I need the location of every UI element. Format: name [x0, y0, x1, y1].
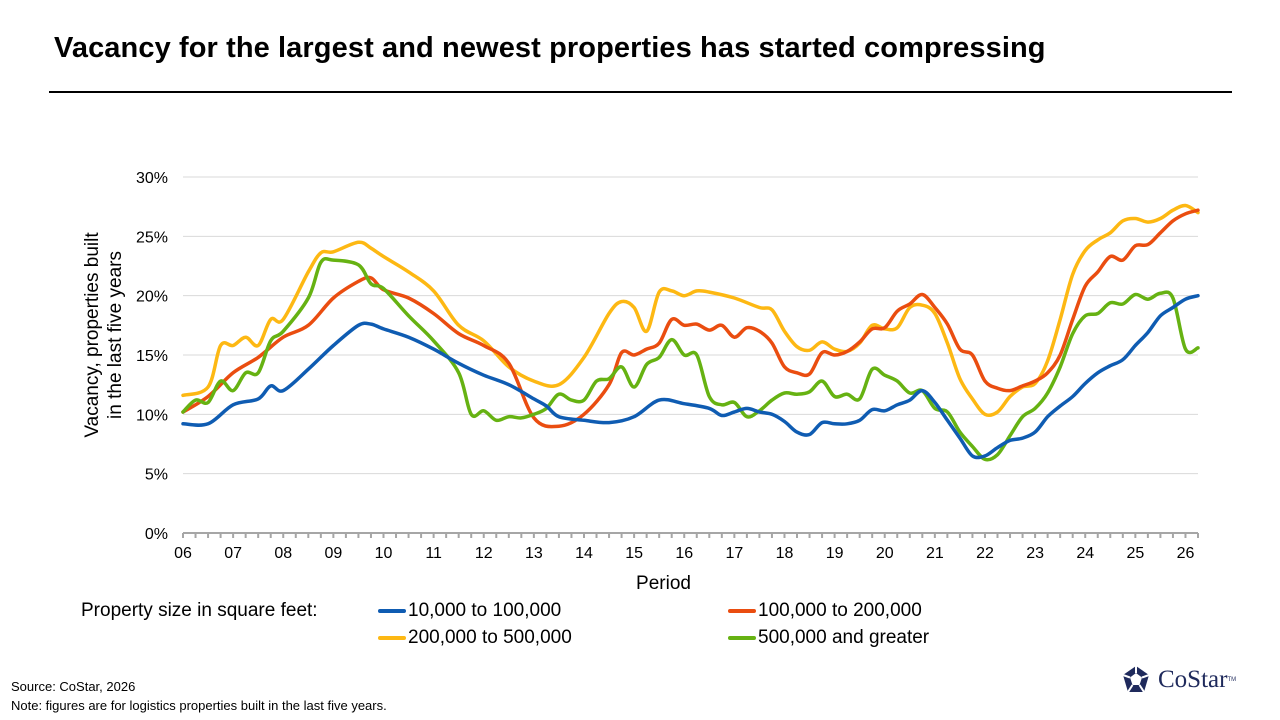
x-tick-label: 16 — [675, 545, 693, 562]
footnote: Note: figures are for logistics properti… — [11, 698, 387, 713]
costar-wordmark: CoStar — [1158, 666, 1228, 693]
x-tick-label: 21 — [926, 545, 944, 562]
legend-label-500k-plus: 500,000 and greater — [758, 627, 930, 648]
x-tick-label: 09 — [324, 545, 342, 562]
grid-lines — [183, 176, 1198, 475]
x-tick-label: 14 — [575, 545, 593, 562]
legend-swatch-100k-200k — [728, 609, 756, 613]
x-tick-label: 22 — [976, 545, 994, 562]
y-tick-label: 0% — [145, 526, 168, 543]
legend-caption: Property size in square feet: — [81, 600, 318, 621]
y-tick-label: 25% — [136, 229, 168, 246]
x-tick-label: 24 — [1076, 545, 1094, 562]
legend-swatch-500k-plus — [728, 636, 756, 640]
x-tick-label: 06 — [174, 545, 192, 562]
legend-item-10k-100k: 10,000 to 100,000 — [378, 600, 561, 622]
series-lines — [181, 203, 1200, 462]
x-tick-label: 13 — [525, 545, 543, 562]
y-tick-label: 15% — [136, 348, 168, 365]
y-axis-title-line: Vacancy, properties built — [82, 232, 103, 438]
axis-labels: 0% 5% 10% 15% 20% 25% 30% 06 07 08 09 10 11 12 13 14 15 1… — [82, 170, 1194, 594]
title-divider — [49, 91, 1232, 93]
legend-item-200k-500k: 200,000 to 500,000 — [378, 627, 572, 649]
series-line-100k-200k — [181, 208, 1200, 429]
series-line-200k-500k — [181, 203, 1200, 418]
legend-swatch-200k-500k — [378, 636, 406, 640]
costar-trademark: TM — [1227, 677, 1237, 683]
costar-logo: CoStar TM — [1120, 664, 1236, 696]
x-tick-label: 18 — [776, 545, 794, 562]
y-tick-label: 30% — [136, 170, 168, 187]
legend-item-500k-plus: 500,000 and greater — [728, 627, 929, 649]
legend-item-100k-200k: 100,000 to 200,000 — [728, 600, 922, 622]
chart-title: Vacancy for the largest and newest prope… — [54, 32, 1046, 64]
x-tick-label: 25 — [1126, 545, 1144, 562]
legend-label-10k-100k: 10,000 to 100,000 — [408, 600, 562, 621]
x-tick-label: 15 — [625, 545, 643, 562]
x-axis-title: Period — [636, 573, 691, 594]
x-tick-label: 10 — [375, 545, 393, 562]
legend-label-100k-200k: 100,000 to 200,000 — [758, 600, 922, 621]
x-tick-label: 07 — [224, 545, 242, 562]
axes — [182, 532, 1199, 538]
y-axis-title: Vacancy, properties built in the last fiv… — [82, 232, 126, 438]
x-tick-label: 12 — [475, 545, 493, 562]
y-tick-label: 20% — [136, 289, 168, 306]
series-line-10k-100k — [181, 293, 1200, 460]
x-tick-label: 23 — [1026, 545, 1044, 562]
legend-label-200k-500k: 200,000 to 500,000 — [408, 627, 572, 648]
x-tick-label: 08 — [274, 545, 292, 562]
x-tick-label: 11 — [425, 545, 442, 562]
x-tick-label: 20 — [876, 545, 894, 562]
x-tick-label: 26 — [1177, 545, 1195, 562]
x-tick-label: 19 — [826, 545, 844, 562]
legend-swatch-10k-100k — [378, 609, 406, 613]
y-axis-title-line: in the last five years — [105, 251, 126, 419]
costar-star-icon — [1122, 666, 1150, 693]
y-tick-label: 5% — [145, 467, 168, 484]
vacancy-line-chart: 0% 5% 10% 15% 20% 25% 30% 06 07 08 09 10 11 12 13 14 15 1… — [82, 170, 1200, 594]
source-note: Source: CoStar, 2026 — [11, 679, 136, 694]
series-line-500k-plus — [181, 256, 1200, 462]
x-tick-label: 17 — [725, 545, 743, 562]
y-tick-label: 10% — [136, 407, 168, 424]
